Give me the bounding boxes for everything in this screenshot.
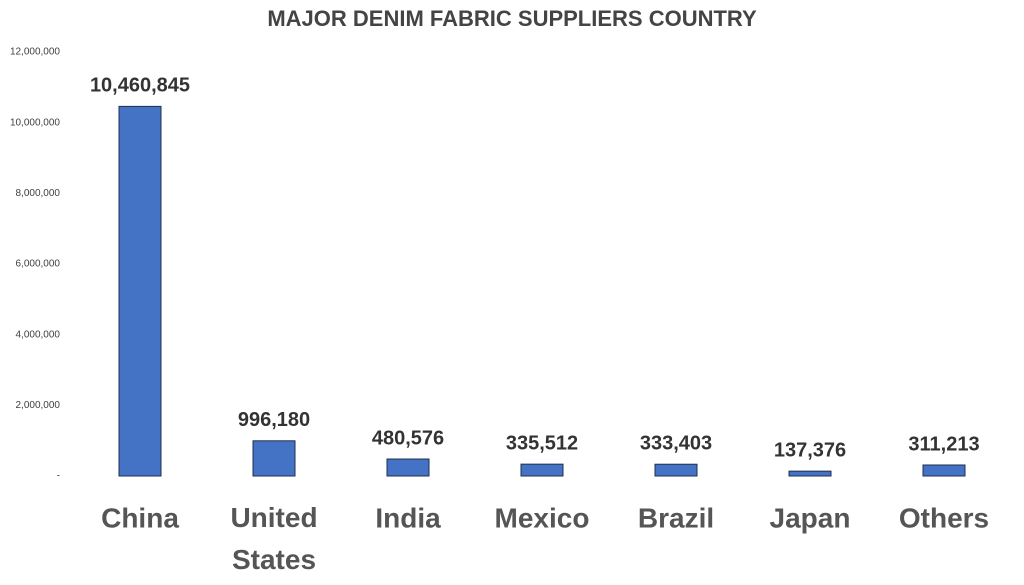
data-label: 333,403 [640,433,712,455]
data-label: 137,376 [774,439,846,461]
bar [252,440,296,477]
bar [788,470,832,477]
x-tick-label: China [101,502,179,533]
y-tick-label: - [57,471,60,482]
data-label: 311,213 [908,433,979,455]
x-tick-label: India [375,502,441,533]
bar [654,463,698,477]
x-tick-label: United States [230,502,317,575]
y-tick-label: 10,000,000 [10,117,60,128]
chart-title: MAJOR DENIM FABRIC SUPPLIERS COUNTRY [267,6,757,31]
y-tick-label: 2,000,000 [16,400,61,411]
bar [118,105,162,477]
x-tick-label: Brazil [638,502,714,533]
y-tick-label: 12,000,000 [10,47,60,58]
bar [386,458,430,477]
x-tick-label: Mexico [495,502,590,533]
y-tick-label: 8,000,000 [16,188,61,199]
y-tick-label: 4,000,000 [16,329,61,340]
x-tick-label: Others [899,502,989,533]
data-label: 10,460,845 [90,75,190,97]
data-label: 480,576 [372,427,444,449]
y-tick-label: 6,000,000 [16,259,61,270]
data-label: 335,512 [506,432,578,454]
data-label: 996,180 [238,409,310,431]
x-tick-label: Japan [770,502,851,533]
bar [520,463,564,477]
bar [922,464,966,477]
